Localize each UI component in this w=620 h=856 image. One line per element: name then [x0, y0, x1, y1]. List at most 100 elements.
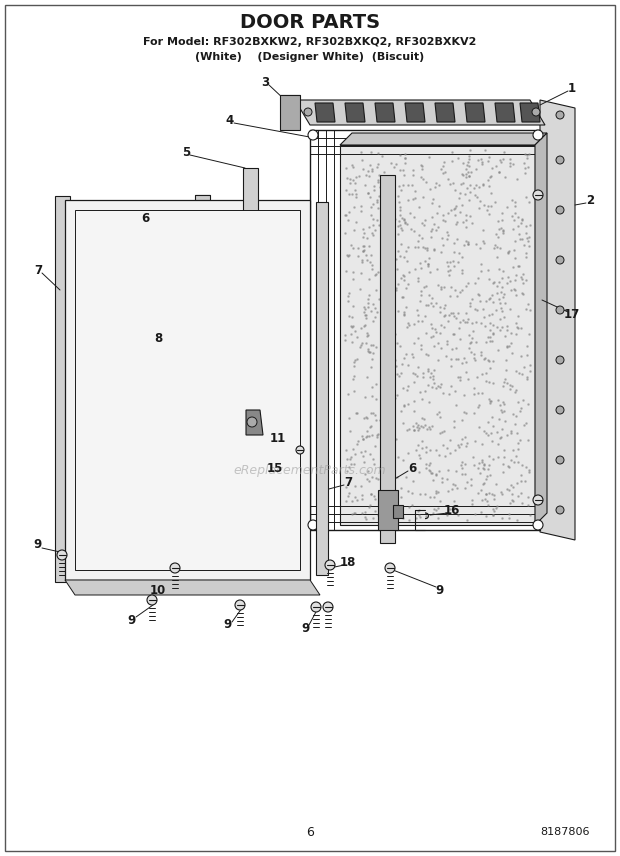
- Point: [392, 501, 402, 514]
- Point: [387, 270, 397, 283]
- Point: [383, 200, 393, 214]
- Point: [453, 370, 463, 383]
- Polygon shape: [280, 95, 300, 130]
- Point: [508, 495, 518, 508]
- Point: [371, 413, 381, 427]
- Point: [342, 479, 352, 493]
- Point: [399, 269, 409, 282]
- Point: [496, 301, 506, 315]
- Point: [471, 178, 481, 192]
- Point: [458, 168, 468, 181]
- Point: [466, 295, 476, 309]
- Point: [399, 416, 409, 430]
- Point: [484, 272, 494, 286]
- Point: [389, 368, 399, 382]
- Point: [368, 162, 378, 175]
- Point: [407, 348, 417, 361]
- Point: [366, 259, 376, 272]
- Point: [450, 208, 460, 222]
- Point: [469, 387, 479, 401]
- Point: [512, 513, 522, 526]
- Point: [350, 506, 360, 520]
- Polygon shape: [315, 103, 335, 122]
- Point: [416, 338, 426, 352]
- Point: [341, 264, 351, 277]
- Point: [510, 243, 520, 257]
- Point: [466, 479, 476, 492]
- Point: [424, 458, 434, 472]
- Point: [504, 340, 514, 354]
- Point: [423, 298, 433, 312]
- Point: [373, 265, 383, 279]
- Point: [356, 321, 366, 335]
- Point: [515, 404, 525, 418]
- Point: [413, 234, 423, 247]
- Point: [426, 296, 436, 310]
- Point: [360, 510, 370, 524]
- Point: [376, 510, 386, 524]
- Point: [520, 239, 529, 253]
- Point: [461, 208, 471, 222]
- Point: [514, 259, 524, 273]
- Point: [517, 496, 527, 509]
- Text: 11: 11: [270, 431, 286, 444]
- Point: [466, 346, 476, 360]
- Point: [366, 164, 376, 178]
- Point: [437, 475, 447, 489]
- Point: [404, 484, 414, 498]
- Point: [494, 262, 504, 276]
- Point: [445, 447, 455, 461]
- Point: [410, 367, 420, 381]
- Point: [518, 393, 528, 407]
- Point: [343, 294, 353, 308]
- Point: [436, 163, 446, 176]
- Point: [416, 169, 426, 183]
- Point: [391, 359, 401, 372]
- Point: [389, 160, 399, 174]
- Point: [521, 247, 531, 260]
- Point: [422, 175, 432, 189]
- Point: [365, 255, 375, 269]
- Point: [507, 347, 517, 360]
- Point: [459, 389, 469, 402]
- Point: [454, 247, 464, 260]
- Point: [387, 298, 397, 312]
- Point: [443, 334, 453, 348]
- Point: [393, 277, 403, 291]
- Point: [461, 306, 471, 320]
- Point: [508, 223, 518, 236]
- Point: [392, 228, 402, 241]
- Point: [480, 492, 490, 506]
- Point: [371, 430, 381, 443]
- Point: [433, 336, 443, 350]
- Point: [345, 172, 355, 186]
- Point: [417, 442, 427, 455]
- Point: [509, 213, 519, 227]
- Point: [376, 217, 386, 231]
- Point: [368, 228, 378, 241]
- Point: [440, 298, 450, 312]
- Point: [482, 336, 492, 349]
- Point: [440, 308, 450, 322]
- Point: [463, 237, 472, 251]
- Point: [344, 460, 354, 473]
- Point: [498, 152, 508, 166]
- Point: [377, 180, 387, 193]
- Point: [345, 176, 355, 190]
- Point: [432, 262, 442, 276]
- Point: [487, 307, 497, 321]
- Point: [373, 158, 383, 171]
- Point: [484, 459, 494, 473]
- Polygon shape: [405, 103, 425, 122]
- Point: [415, 262, 425, 276]
- Point: [493, 450, 503, 464]
- Point: [485, 330, 495, 343]
- Point: [427, 380, 436, 394]
- Point: [482, 204, 492, 217]
- Point: [421, 509, 431, 523]
- Text: 6: 6: [141, 211, 149, 224]
- Polygon shape: [378, 490, 398, 530]
- Point: [429, 217, 439, 231]
- Circle shape: [556, 256, 564, 264]
- Point: [362, 231, 372, 245]
